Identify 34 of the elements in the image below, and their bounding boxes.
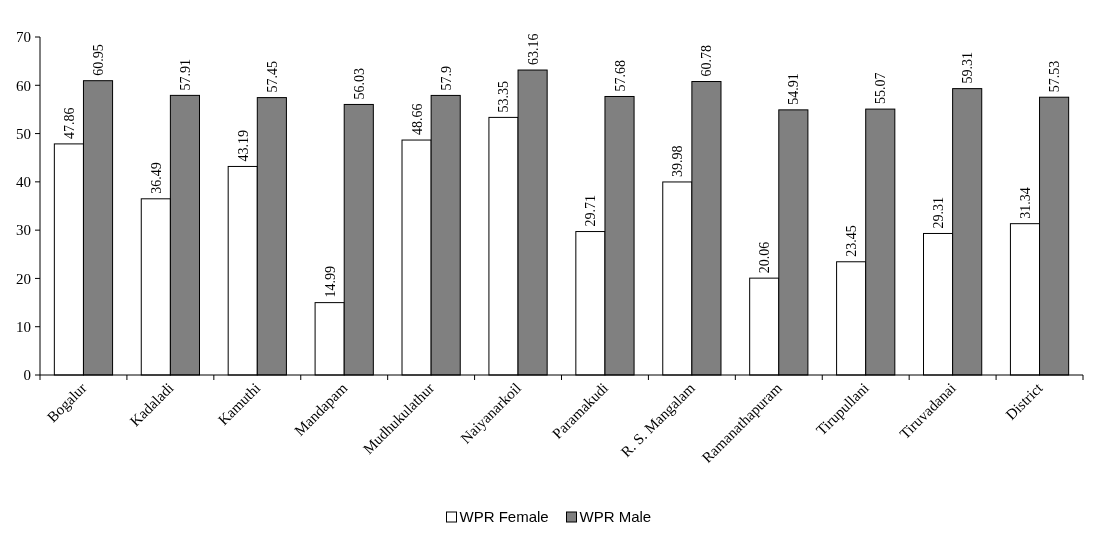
data-label: 29.71	[583, 195, 599, 227]
data-label: 53.35	[496, 80, 512, 113]
data-label: 63.16	[525, 33, 541, 66]
data-label: 57.9	[438, 65, 454, 91]
y-tick-label: 20	[16, 270, 31, 287]
data-label: 20.06	[757, 241, 773, 274]
data-label: 14.99	[322, 266, 338, 298]
data-label: 59.31	[960, 52, 976, 84]
y-tick-label: 40	[16, 174, 31, 191]
data-label: 36.49	[148, 162, 164, 194]
data-label: 57.45	[264, 61, 280, 93]
y-tick-label: 30	[16, 222, 31, 239]
y-tick-label: 50	[16, 125, 31, 142]
data-label: 57.68	[612, 59, 628, 92]
data-label: 60.95	[91, 44, 107, 76]
y-tick-label: 60	[16, 77, 31, 94]
data-label: 60.78	[699, 45, 715, 77]
data-label: 48.66	[409, 103, 425, 136]
y-tick-label: 70	[16, 29, 31, 46]
y-tick-label: 10	[16, 318, 31, 335]
data-label: 54.91	[786, 73, 802, 105]
data-label: 31.34	[1017, 187, 1033, 219]
y-tick-label: 0	[23, 367, 31, 384]
data-label: 39.98	[670, 145, 686, 177]
legend-label: WPR Female	[459, 508, 549, 525]
data-label: 29.31	[931, 196, 947, 229]
legend-label: WPR Male	[579, 508, 652, 525]
data-label: 47.86	[61, 107, 77, 139]
data-label: 57.53	[1047, 60, 1063, 93]
data-label: 55.07	[873, 72, 889, 105]
data-label: 57.91	[177, 58, 193, 91]
data-label: 56.03	[351, 67, 367, 100]
data-label: 23.45	[844, 225, 860, 257]
data-label: 43.19	[235, 129, 251, 162]
